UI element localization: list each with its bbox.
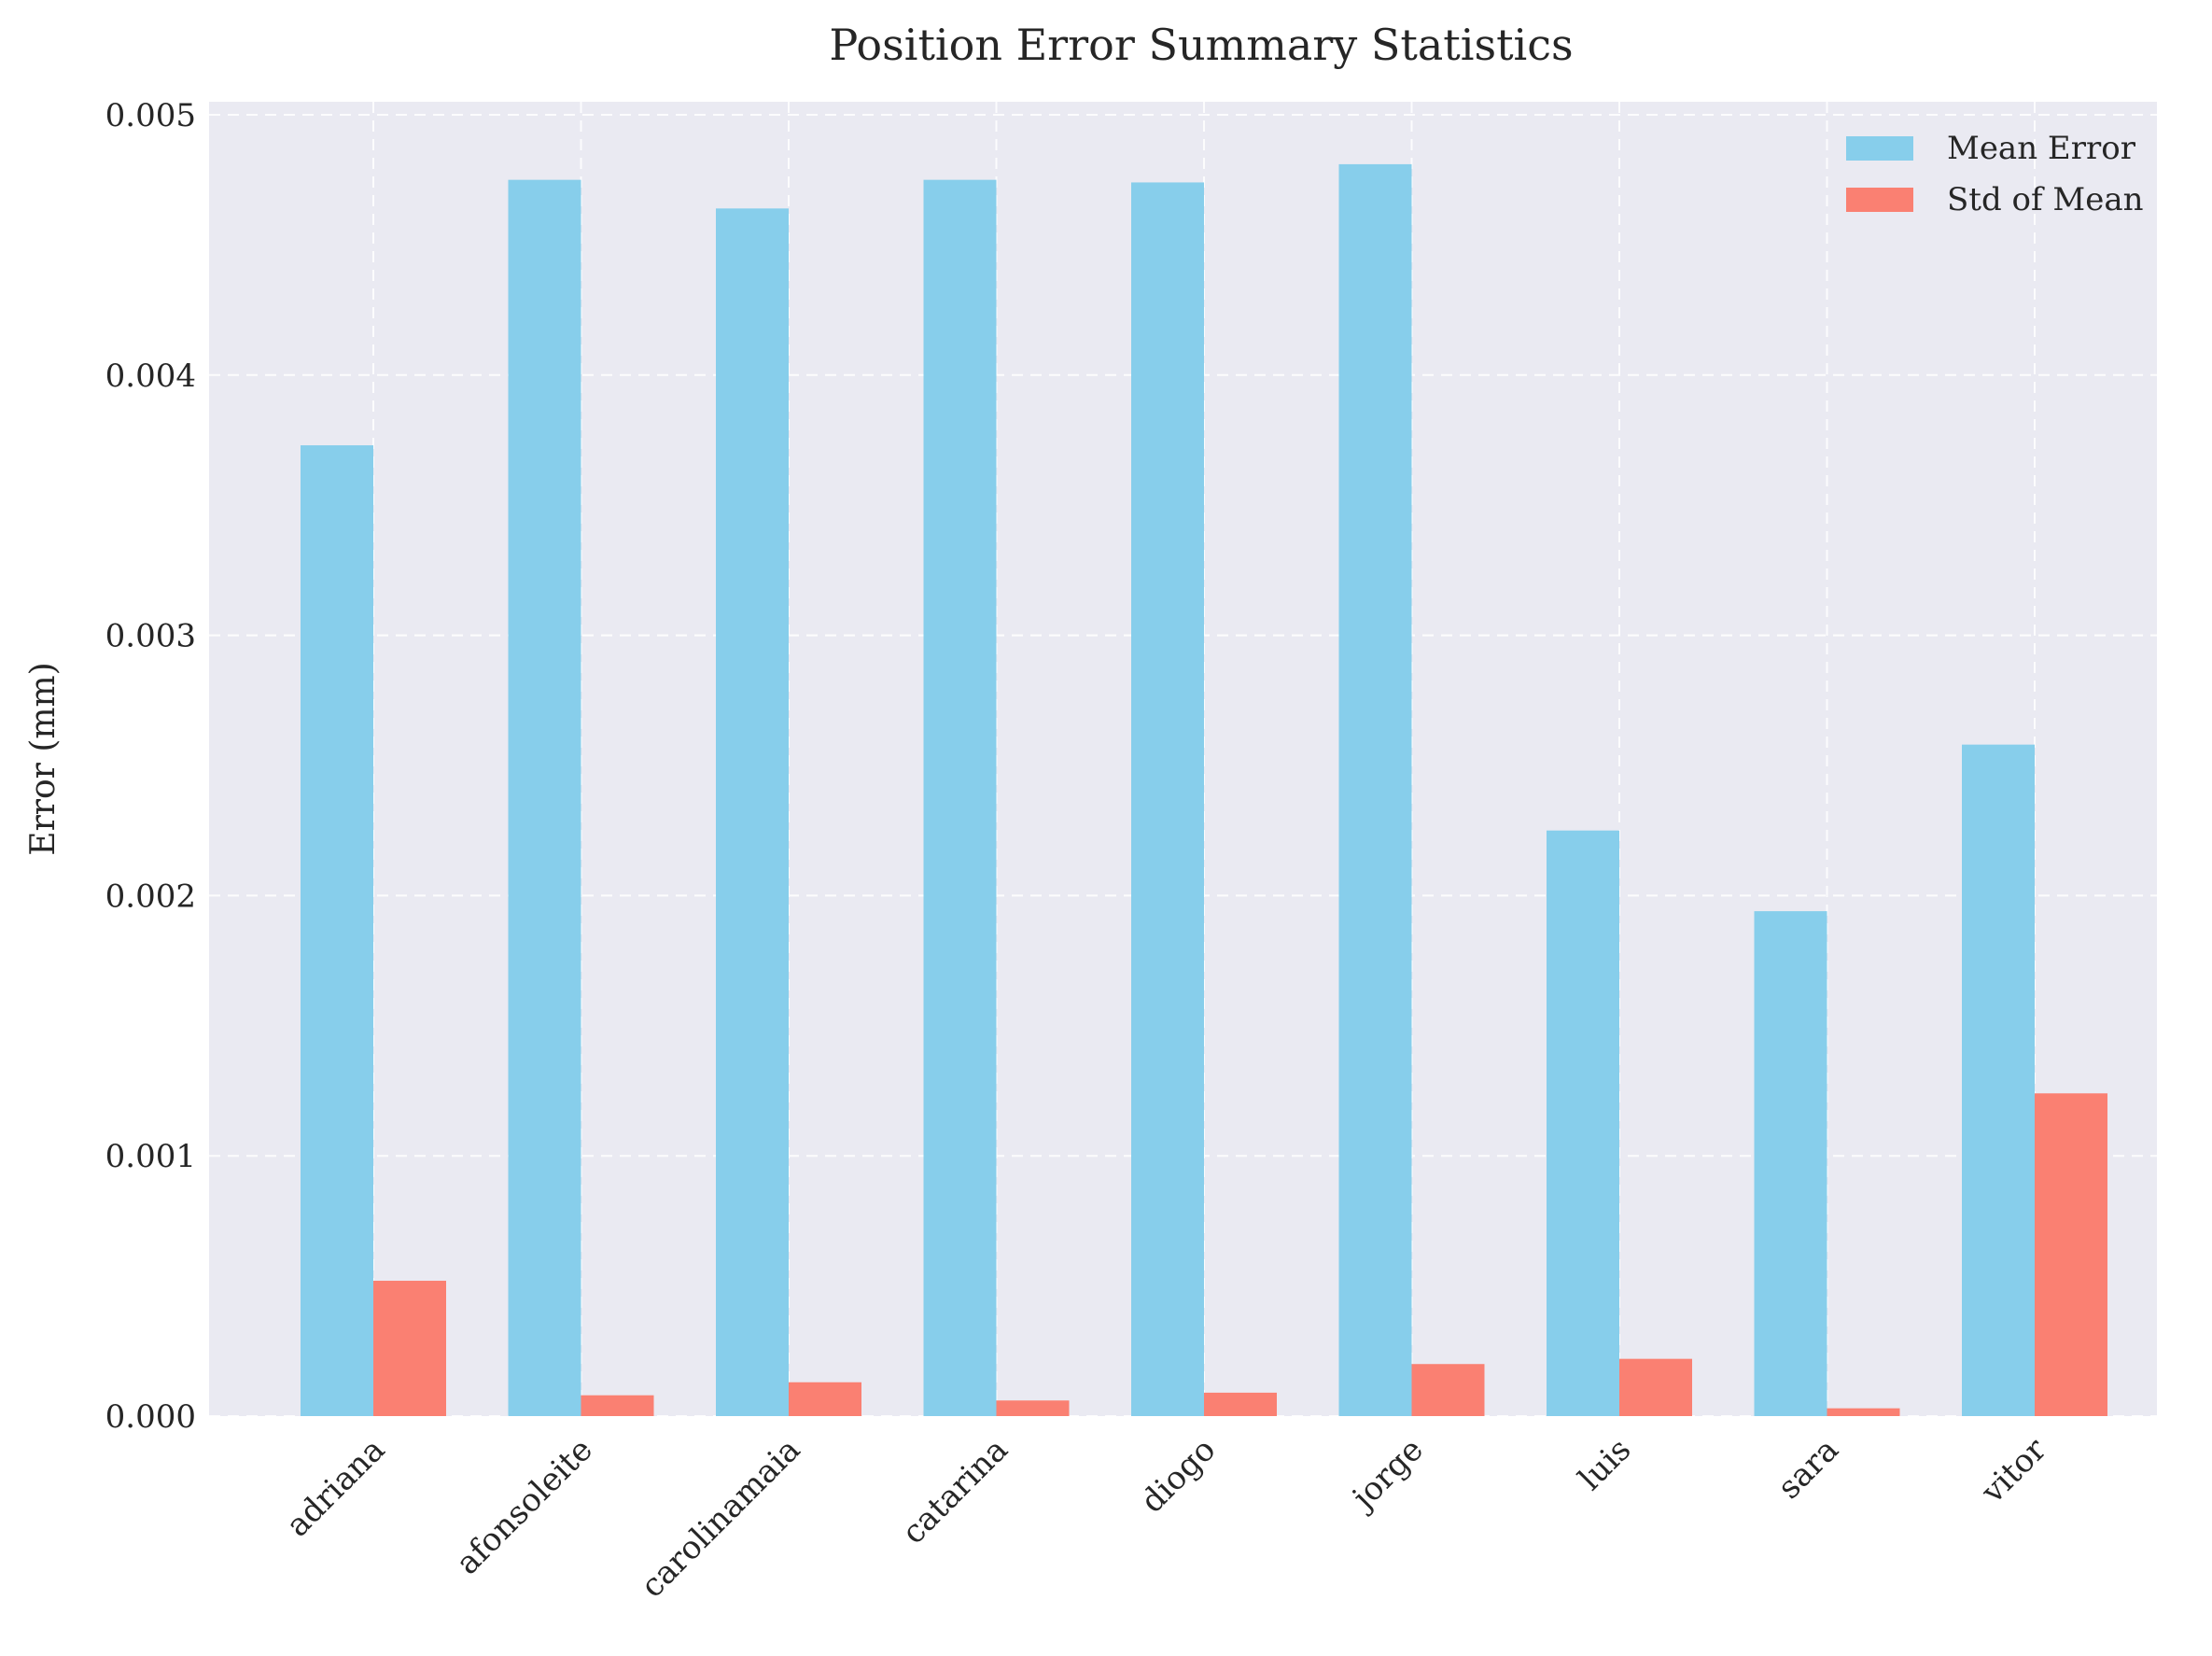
y-axis-ticks: 0.000 0.001 0.002 0.003 0.004 0.005	[105, 97, 196, 1436]
std-of-mean-bar-sara	[1827, 1408, 1900, 1416]
legend-label-1: Std of Mean	[1947, 181, 2144, 218]
std-of-mean-bar-afonsoleite	[581, 1395, 654, 1416]
legend-label-0: Mean Error	[1947, 130, 2136, 167]
x-axis-ticks: adriana afonsoleite carolinamaia catarina di…	[279, 1431, 2054, 1606]
x-tick-label-afonsoleite: afonsoleite	[449, 1431, 600, 1582]
legend-swatch-0	[1846, 136, 1913, 161]
std-of-mean-bar-catarina	[996, 1400, 1070, 1416]
x-tick-label-diogo: diogo	[1134, 1431, 1224, 1521]
chart-title: Position Error Summary Statistics	[829, 20, 1573, 70]
y-tick-label-0: 0.000	[105, 1398, 196, 1436]
mean-error-bar-jorge	[1338, 163, 1412, 1417]
y-tick-label-2: 0.002	[105, 877, 196, 915]
mean-error-bar-luis	[1547, 830, 1619, 1416]
std-of-mean-bar-carolinamaia	[789, 1382, 861, 1416]
mean-error-bar-afonsoleite	[508, 179, 581, 1417]
x-tick-label-carolinamaia: carolinamaia	[634, 1431, 807, 1605]
y-tick-label-4: 0.004	[105, 358, 196, 395]
legend-swatch-1	[1846, 188, 1913, 212]
std-of-mean-bar-adriana	[373, 1281, 446, 1416]
mean-error-bar-diogo	[1131, 182, 1204, 1417]
bars	[301, 163, 2107, 1417]
mean-error-bar-catarina	[923, 179, 997, 1417]
std-of-mean-bar-diogo	[1204, 1392, 1277, 1416]
mean-error-bar-sara	[1754, 911, 1827, 1416]
mean-error-bar-vitor	[1962, 744, 2035, 1416]
x-tick-label-jorge: jorge	[1343, 1431, 1431, 1519]
y-tick-label-1: 0.001	[105, 1138, 196, 1175]
mean-error-bar-adriana	[301, 445, 373, 1416]
std-of-mean-bar-luis	[1619, 1358, 1692, 1416]
mean-error-bar-carolinamaia	[716, 208, 789, 1416]
x-tick-label-sara: sara	[1771, 1431, 1846, 1507]
y-axis-label: Error (mm)	[24, 662, 63, 855]
x-tick-label-luis: luis	[1572, 1431, 1638, 1497]
std-of-mean-bar-jorge	[1411, 1364, 1485, 1416]
x-tick-label-adriana: adriana	[279, 1431, 392, 1544]
legend: Mean Error Std of Mean	[1846, 130, 2144, 218]
x-tick-label-catarina: catarina	[895, 1431, 1015, 1551]
y-tick-label-5: 0.005	[105, 97, 196, 134]
std-of-mean-bar-vitor	[2035, 1093, 2107, 1416]
x-tick-label-vitor: vitor	[1973, 1431, 2053, 1511]
y-tick-label-3: 0.003	[105, 618, 196, 655]
